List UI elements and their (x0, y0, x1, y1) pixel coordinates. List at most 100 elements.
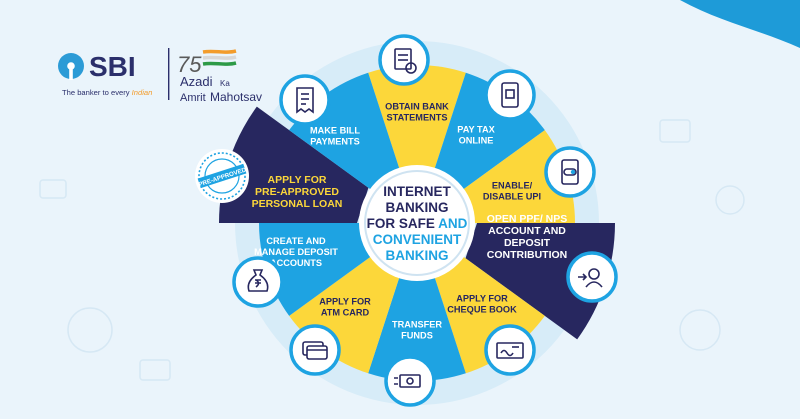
service-label-line: DISABLE UPI (483, 192, 541, 202)
segment-band (465, 223, 615, 340)
icon-stroke (505, 89, 515, 99)
account-person-icon (566, 251, 618, 303)
campaign-azadi: Azadi (180, 74, 213, 89)
icon-stroke (406, 377, 414, 385)
service-label: OBTAIN BANK STATEMENTS (385, 102, 449, 123)
service-label-line: ENABLE/ (492, 181, 533, 191)
center-line5: BANKING (386, 248, 449, 263)
icon-stroke (394, 377, 398, 385)
flag-saffron-stroke (202, 49, 237, 54)
service-label-line: ONLINE (459, 136, 494, 146)
service-label: PAY TAX ONLINE (457, 125, 495, 146)
service-label-line: PERSONAL LOAN (252, 198, 343, 210)
service-label: APPLY FOR ATM CARD (319, 297, 371, 318)
campaign-mahotsav: Mahotsav (210, 90, 262, 104)
flag-green-stroke (202, 61, 237, 66)
icon-stroke (394, 48, 412, 70)
segment-wedge (368, 223, 466, 381)
campaign-number: 75 (177, 52, 202, 77)
sbi-tagline: The banker to every Indian (62, 88, 152, 97)
mobile-pay-icon (484, 69, 536, 121)
icon-badge (384, 355, 436, 407)
service-label: OPEN PPF/ NPS ACCOUNT AND DEPOSIT CONTRIBUT… (487, 213, 568, 261)
cheque-book-icon (484, 324, 536, 376)
service-label-line: MANAGE DEPOSIT (254, 247, 338, 257)
icon-stroke (500, 349, 514, 357)
service-label: ENABLE/DISABLE UPI (483, 181, 541, 202)
service-label: TRANSFER FUNDS (392, 320, 442, 341)
icon-badge (484, 324, 536, 376)
center-line4: CONVENIENT (373, 232, 462, 247)
stamp-ring (198, 152, 246, 200)
service-label-line: APPLY FOR (268, 174, 327, 186)
service-label: MAKE BILL PAYMENTS (310, 126, 360, 147)
service-label-line: APPLY FOR (456, 294, 508, 304)
background-pattern (39, 119, 745, 381)
corner-wave-decoration (680, 0, 800, 48)
service-label-line: FUNDS (401, 331, 433, 341)
segment-wedge (368, 65, 466, 224)
stamp-inner-ring (204, 158, 240, 194)
service-label-line: PRE-APPROVED (255, 186, 339, 198)
service-label-line: MAKE BILL (310, 126, 360, 136)
service-label-line: PAYMENTS (310, 137, 360, 147)
campaign-amrit: Amrit (180, 92, 206, 104)
service-label-line: CHEQUE BOOK (447, 305, 517, 315)
bill-icon (279, 74, 331, 126)
campaign-ka: Ka (220, 79, 230, 88)
service-label-line: APPLY FOR (319, 297, 371, 307)
money-bag-icon (232, 256, 284, 308)
icon-stroke (296, 87, 314, 114)
icon-stroke (561, 159, 579, 185)
sbi-logo: SBI The banker to every Indian (58, 51, 152, 97)
azadi-ka-amrit-mahotsav-logo: 75 Azadi Ka Amrit Mahotsav (177, 49, 262, 104)
atm-card-icon (289, 324, 341, 376)
center-line3-a: FOR SAFE (367, 216, 435, 231)
icon-stroke (501, 82, 519, 108)
pre-approved-stamp-icon: PRE-APPROVED (195, 149, 249, 203)
service-segment: TRANSFER FUNDS (368, 223, 466, 381)
service-label-line: ACCOUNT AND (488, 225, 566, 237)
icon-badge (544, 146, 596, 198)
service-label-line: TRANSFER (392, 320, 442, 330)
icon-badge (484, 69, 536, 121)
service-label-line: OPEN PPF/ NPS (487, 213, 568, 225)
icon-fill (570, 169, 576, 175)
icon-stroke (255, 279, 261, 288)
service-icons: PRE-APPROVED (195, 34, 618, 407)
service-segment: OPEN PPF/ NPS ACCOUNT AND DEPOSIT CONTRIBUT… (465, 213, 615, 340)
service-segment: APPLY FOR PRE-APPROVED PERSONAL LOAN (219, 106, 369, 223)
center-hub (364, 170, 470, 276)
service-label-line: CONTRIBUTION (487, 249, 568, 261)
icon-stroke (578, 273, 588, 281)
sbi-tagline-prefix: The banker to every (62, 88, 130, 97)
sbi-logo-keyhole-slot (69, 67, 73, 80)
service-label: CREATE AND MANAGE DEPOSIT ACCOUNTS (254, 236, 338, 268)
service-label-line: CREATE AND (266, 236, 326, 246)
segment-band (219, 106, 369, 223)
sbi-tagline-emphasis: Indian (132, 88, 153, 97)
flag-white-stroke (202, 55, 237, 60)
service-label-line: ATM CARD (321, 308, 370, 318)
icon-stroke (306, 345, 328, 360)
sbi-logo-keyhole (67, 62, 75, 70)
center-line2: BANKING (386, 200, 449, 215)
center-line3-b: AND (438, 216, 467, 231)
icon-stroke (496, 342, 524, 359)
center-line3: FOR SAFE AND (367, 216, 468, 231)
icon-stroke (563, 168, 577, 176)
icon-badge (279, 74, 331, 126)
service-label-line: ACCOUNTS (270, 258, 322, 268)
center-line1: INTERNET (383, 184, 451, 199)
sbi-wordmark: SBI (89, 51, 136, 82)
icon-badge (566, 251, 618, 303)
service-label: APPLY FOR CHEQUE BOOK (447, 294, 517, 315)
icon-stroke (588, 268, 600, 280)
service-label-line: DEPOSIT (504, 237, 551, 249)
icon-stroke (247, 269, 269, 292)
service-label-line: OBTAIN BANK (385, 102, 449, 112)
service-label-line: PAY TAX (457, 125, 495, 135)
service-segment: OBTAIN BANK STATEMENTS (368, 65, 466, 224)
